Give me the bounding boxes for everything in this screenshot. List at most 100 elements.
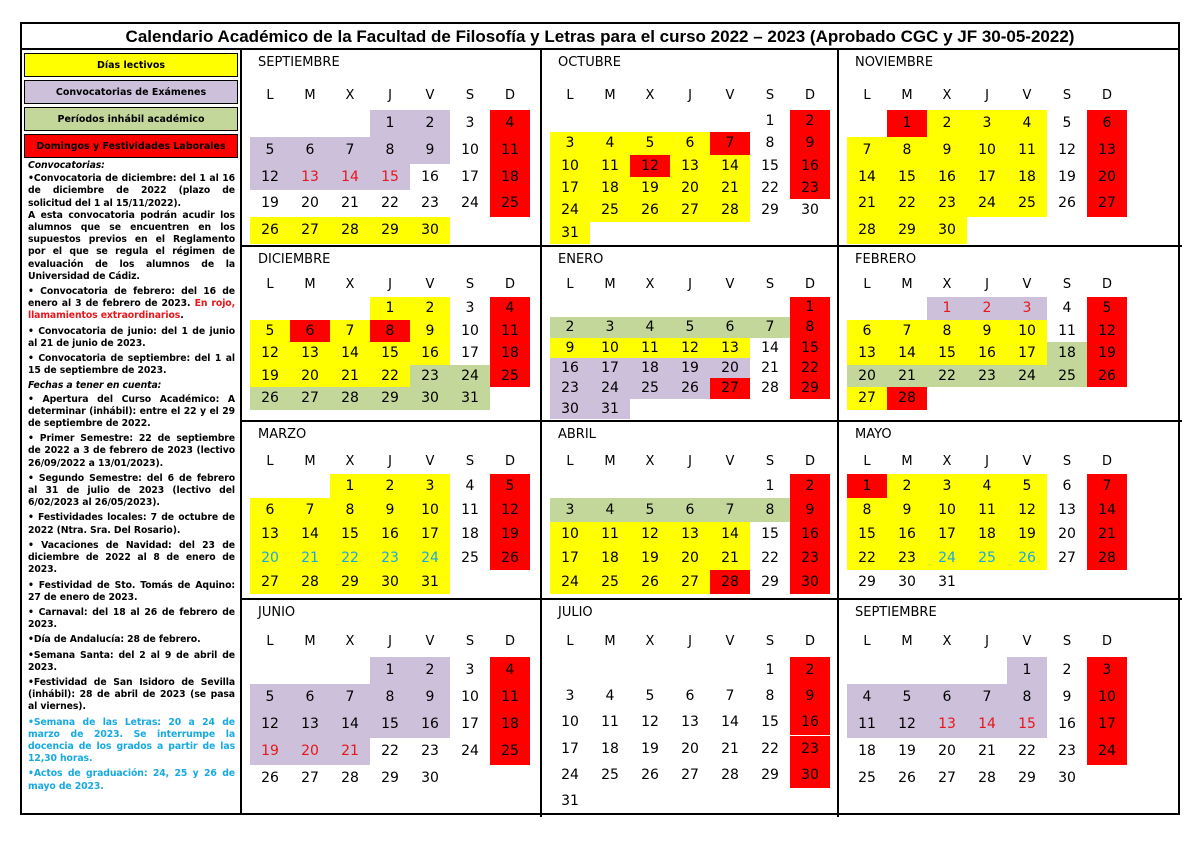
day-cell: 16	[1058, 716, 1076, 732]
weekday-label: X	[645, 277, 655, 292]
day-cell: 27	[250, 570, 290, 594]
day-cell: 12	[250, 163, 290, 191]
day-cell: 28	[710, 570, 750, 594]
weekday-label: S	[1062, 634, 1072, 649]
day-cell: 7	[710, 498, 750, 522]
day-cell: 15	[370, 342, 410, 365]
day-cell: 1	[765, 113, 775, 129]
weekday-label: V	[425, 634, 435, 649]
day-cell: 2	[370, 474, 410, 498]
day-cell: 17	[461, 716, 479, 732]
day-cell: 17	[550, 546, 590, 570]
day-cell: 21	[887, 364, 927, 387]
day-cell: 3	[465, 115, 475, 131]
day-cell: 6	[710, 317, 750, 338]
day-cell: 25	[490, 364, 530, 387]
note-sep: • Convocatoria de septiembre: del 1 al 1…	[28, 353, 235, 377]
day-cell: 18	[490, 342, 530, 365]
day-cell: 5	[250, 319, 290, 342]
day-cell: 10	[590, 337, 630, 358]
day-cell: 18	[590, 546, 630, 570]
day-cell: 4	[490, 297, 530, 320]
day-cell: 22	[370, 364, 410, 387]
day-cell: 15	[330, 522, 370, 546]
day-cell: 16	[410, 711, 450, 738]
day-cell: 3	[550, 498, 590, 522]
weekday-label: S	[465, 634, 475, 649]
weekday-label: L	[566, 454, 574, 469]
day-cell: 1	[790, 297, 830, 318]
day-cell: 11	[490, 684, 530, 711]
day-cell: 6	[927, 684, 967, 711]
weekday-label: J	[985, 634, 989, 649]
day-cell: 2	[790, 474, 830, 498]
day-cell: 5	[250, 136, 290, 164]
day-cell: 6	[290, 684, 330, 711]
day-cell: 26	[1058, 195, 1076, 212]
day-cell: 20	[301, 195, 319, 212]
day-cell: 11	[461, 502, 479, 518]
day-cell: 23	[967, 364, 1007, 387]
day-cell: 1	[927, 297, 967, 320]
day-cell: 17	[410, 522, 450, 546]
day-cell: 18	[590, 177, 630, 200]
day-cell: 28	[710, 199, 750, 222]
weekday-label: D	[1101, 634, 1112, 649]
day-cell: 18	[858, 743, 876, 759]
day-cell: 25	[1007, 190, 1047, 218]
weekday-label: L	[863, 88, 871, 103]
day-cell: 3	[410, 474, 450, 498]
day-cell: 29	[1018, 770, 1036, 786]
day-cell: 12	[630, 522, 670, 546]
legend-sidebar: Días lectivos Convocatorias de Exámenes …	[22, 50, 242, 813]
weekday-label: X	[942, 277, 952, 292]
month-abril: ABRIL L M X J V S D 1 2 3 4 5 6 7 8 9 10 11 12 13 14 15 16 17 18 1…	[542, 422, 839, 600]
weekday-label: X	[942, 634, 952, 649]
day-cell: 14	[710, 154, 750, 177]
day-cell: 9	[1062, 689, 1072, 705]
day-cell: 5	[630, 132, 670, 155]
day-cell: 10	[1007, 319, 1047, 342]
weekday-label: D	[1101, 88, 1112, 103]
day-cell: 24	[461, 743, 479, 759]
day-cell: 27	[290, 217, 330, 244]
day-cell: 10	[967, 136, 1007, 164]
day-cell: 23	[790, 546, 830, 570]
day-cell: 6	[250, 498, 290, 522]
day-cell: 10	[1087, 684, 1127, 711]
day-cell: 6	[847, 319, 887, 342]
day-cell: 8	[847, 498, 887, 522]
day-cell: 29	[761, 766, 779, 783]
day-cell: 20	[681, 740, 699, 757]
month-marzo: MARZO L M X J V S D 1 2 3 4 5 6 7 8 9 10 11 12 13 14 15 16 17 18 1…	[242, 422, 542, 600]
weekday-label: M	[304, 88, 316, 103]
day-cell: 24	[450, 364, 490, 387]
weekday-label: X	[345, 88, 355, 103]
day-cell: 4	[590, 498, 630, 522]
weekday-label: M	[304, 277, 316, 292]
day-cell: 16	[421, 168, 439, 185]
day-cell: 29	[330, 570, 370, 594]
day-cell: 5	[630, 498, 670, 522]
day-cell: 1	[370, 110, 410, 137]
day-cell: 5	[1087, 297, 1127, 320]
day-cell: 8	[790, 317, 830, 338]
day-cell: 25	[590, 570, 630, 594]
day-cell: 20	[1058, 526, 1076, 542]
month-septiembre: SEPTIEMBRE L M X J V S D 1 2 3 4 5 6 7 8 9 10 11 12 13 14 15 16…	[242, 50, 542, 247]
notes: Convocatorias: •Convocatoria de diciembr…	[22, 158, 240, 793]
day-cell: 14	[1087, 498, 1127, 522]
day-cell: 14	[721, 714, 739, 731]
day-cell: 25	[490, 190, 530, 218]
weekday-label: D	[504, 88, 515, 103]
day-cell: 3	[550, 132, 590, 155]
day-cell: 24	[410, 546, 450, 570]
day-cell: 16	[790, 154, 830, 177]
day-cell: 17	[1087, 711, 1127, 738]
day-cell: 13	[250, 522, 290, 546]
day-cell: 8	[765, 688, 775, 705]
note-feb: • Convocatoria de febrero: del 16 de ene…	[28, 286, 235, 310]
day-cell: 29	[887, 217, 927, 244]
